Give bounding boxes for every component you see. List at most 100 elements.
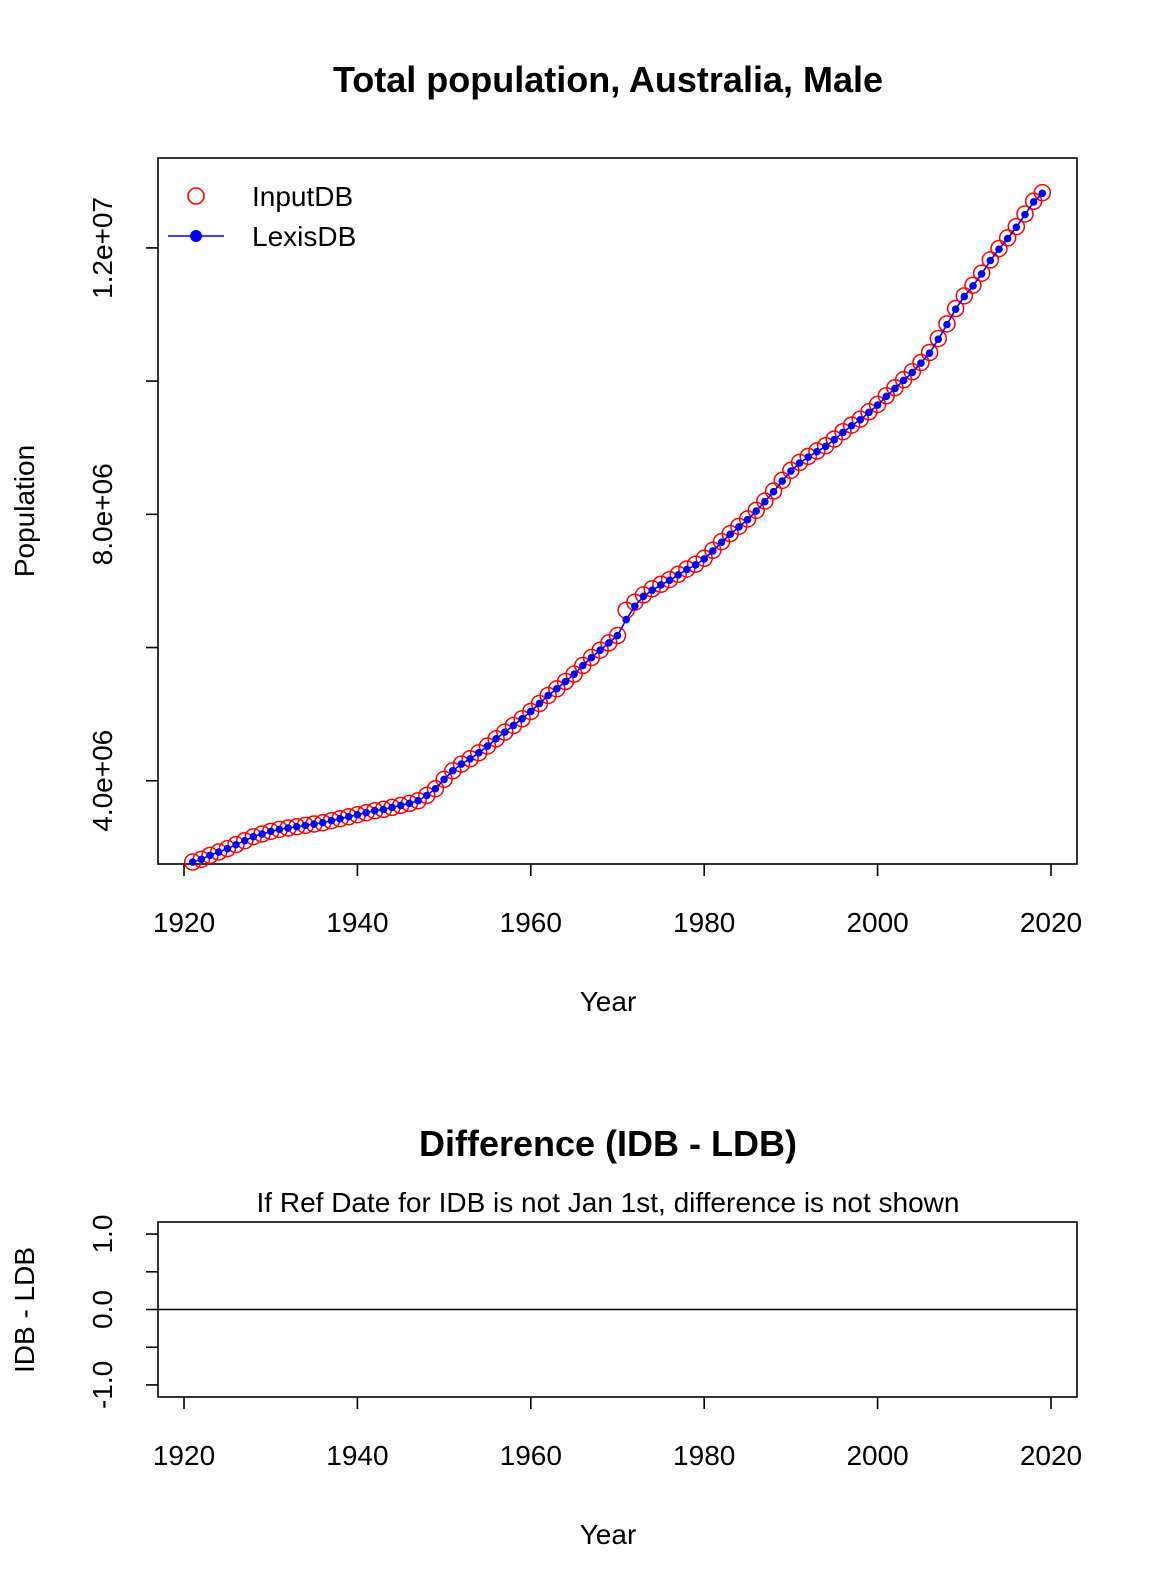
plot-frame (157, 157, 1078, 865)
lexisdb-point (795, 459, 804, 467)
difference-x-axis-label: Year (580, 1519, 637, 1550)
lexisdb-point (977, 270, 986, 278)
lexisdb-point (752, 507, 761, 515)
difference-y-axis-label: IDB - LDB (9, 1247, 40, 1373)
lexisdb-point (197, 855, 206, 864)
inputdb-point (678, 560, 696, 578)
lexisdb-point (778, 477, 787, 485)
inputdb-point (461, 750, 479, 768)
x-axis: 1920 1940 1960 1980 2000 2020 (153, 864, 1082, 938)
lexisdb-point (292, 822, 301, 831)
inputdb-point (1007, 217, 1026, 236)
lexisdb-point (951, 305, 960, 313)
inputdb-point (834, 422, 852, 441)
population-chart: Total population, Australia, Male 1920 19… (9, 59, 1082, 1017)
lexisdb-point (535, 699, 544, 708)
lexisdb-point (1012, 223, 1021, 232)
lexisdb-point (232, 840, 240, 849)
lexisdb-point (327, 816, 336, 825)
lexisdb-point (622, 615, 630, 624)
x-tick-label: 1940 (326, 1440, 388, 1471)
y-tick-label: 4.0e+06 (87, 730, 118, 832)
lexisdb-point (240, 836, 249, 845)
lexisdb-point (995, 245, 1003, 254)
lexisdb-point (587, 653, 596, 662)
x-tick-label: 2020 (1020, 907, 1082, 938)
y-tick-label: 8.0e+06 (87, 463, 118, 565)
lexisdb-point (500, 728, 509, 736)
y-tick-label: -1.0 (87, 1361, 118, 1409)
x-tick-label: 1980 (673, 1440, 735, 1471)
inputdb-point (946, 299, 965, 318)
lexisdb-point (813, 447, 821, 456)
inputdb-point (652, 575, 670, 594)
lexisdb-point (934, 335, 943, 343)
inputdb-point (444, 762, 462, 780)
lexisdb-point (1029, 198, 1038, 206)
x-tick-label: 1980 (673, 907, 735, 938)
lexisdb-point (310, 820, 318, 828)
lexisdb-point (743, 515, 752, 524)
lexisdb-point (448, 766, 457, 775)
legend-label-lexisdb: LexisDB (252, 221, 356, 252)
lexisdb-point (405, 799, 414, 808)
lexisdb-point (839, 428, 847, 437)
x-tick-label: 1960 (500, 907, 562, 938)
lexisdb-point (700, 555, 708, 563)
lexisdb-point (882, 392, 891, 401)
lexisdb-point (648, 586, 656, 595)
lexisdb-point (509, 721, 518, 730)
lexisdb-point (613, 631, 622, 640)
x-tick-label: 1960 (500, 1440, 562, 1471)
inputdb-point (686, 555, 705, 574)
lexisdb-point (362, 808, 370, 817)
lexisdb-point (735, 523, 743, 531)
y-axis: 4.0e+06 8.0e+06 1.2e+07 (87, 197, 158, 832)
lexisdb-point (353, 810, 362, 819)
lexisdb-point (258, 830, 266, 838)
y-tick-label: 0.0 (87, 1290, 118, 1329)
inputdb-point (920, 343, 939, 362)
inputdb-point (955, 287, 974, 305)
lexisdb-point (639, 592, 648, 601)
inputdb-point (487, 730, 505, 748)
lexisdb-point (865, 408, 873, 417)
lexisdb-point (370, 806, 379, 815)
lexisdb-point (466, 754, 474, 763)
inputdb-point (929, 329, 948, 348)
lexisdb-point (422, 791, 431, 800)
x-tick-label: 1920 (153, 1440, 215, 1471)
lexisdb-point (631, 602, 639, 611)
lexisdb-point (492, 734, 500, 743)
lexisdb-point (266, 827, 275, 836)
lexisdb-point (605, 639, 613, 647)
lexisdb-point (691, 561, 700, 569)
lexisdb-point (1038, 189, 1047, 198)
inputdb-point (1033, 183, 1052, 202)
x-tick-label: 1940 (326, 907, 388, 938)
lexisdb-point (1021, 210, 1029, 219)
inputdb-point (608, 626, 627, 645)
lexisdb-point (440, 775, 448, 784)
inputdb-point (227, 835, 245, 854)
inputdb-point (470, 744, 488, 762)
legend: InputDB LexisDB (168, 181, 356, 252)
lexisdb-point (275, 825, 284, 834)
lexisdb-point (665, 576, 674, 585)
inputdb-point (981, 251, 1000, 269)
difference-title: Difference (IDB - LDB) (419, 1123, 797, 1164)
lexisdb-point (761, 497, 769, 506)
lexisdb-point (925, 349, 934, 357)
inputdb-point (756, 492, 774, 510)
x-tick-label: 2020 (1020, 1440, 1082, 1471)
lexisdb-point (188, 858, 197, 866)
lexisdb-point (657, 581, 665, 589)
lexisdb-point (787, 467, 795, 475)
series-layer (183, 183, 1052, 871)
difference-y-axis: -1.0 0.0 1.0 (87, 1215, 158, 1409)
lexisdb-point (891, 384, 899, 393)
inputdb-point (747, 501, 765, 520)
lexisdb-point (457, 760, 466, 768)
lexisdb-point (674, 571, 682, 579)
